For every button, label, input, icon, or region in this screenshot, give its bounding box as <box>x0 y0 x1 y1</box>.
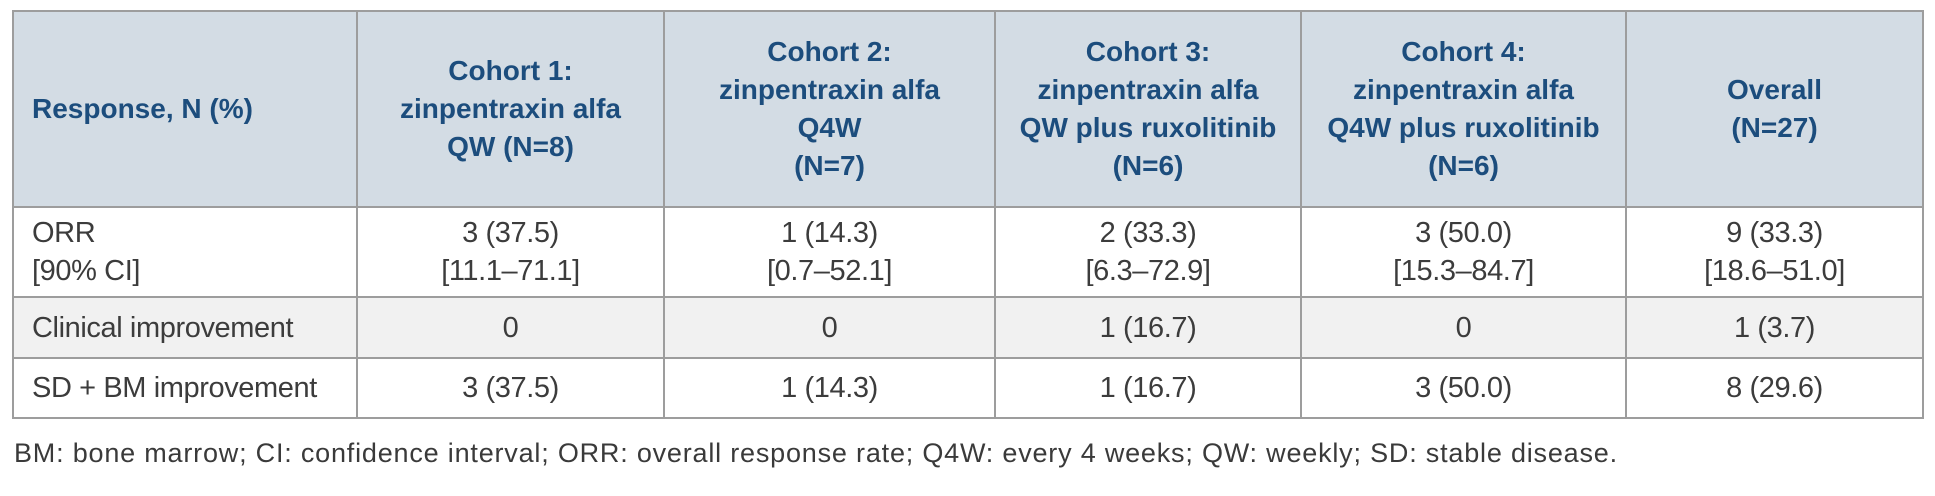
cell-sd-cohort2: 1 (14.3) <box>663 357 996 419</box>
response-results-table: Response, N (%) Cohort 1: zinpentraxin a… <box>12 10 1924 419</box>
cell-sd-cohort4: 3 (50.0) <box>1300 357 1627 419</box>
cell-ci-cohort2: 0 <box>663 296 996 359</box>
column-header-overall: Overall (N=27) <box>1625 10 1924 208</box>
cell-ci-cohort3: 1 (16.7) <box>994 296 1302 359</box>
cell-ci-cohort1: 0 <box>356 296 665 359</box>
table-header-row: Response, N (%) Cohort 1: zinpentraxin a… <box>12 10 1924 208</box>
cell-ci-overall: 1 (3.7) <box>1625 296 1924 359</box>
table-row-clinical-improvement: Clinical improvement 0 0 1 (16.7) 0 1 (3… <box>12 296 1924 359</box>
table-row-orr: ORR [90% CI] 3 (37.5) [11.1–71.1] 1 (14.… <box>12 206 1924 298</box>
column-header-cohort2: Cohort 2: zinpentraxin alfa Q4W (N=7) <box>663 10 996 208</box>
cell-orr-cohort4: 3 (50.0) [15.3–84.7] <box>1300 206 1627 298</box>
cell-sd-cohort1: 3 (37.5) <box>356 357 665 419</box>
cell-orr-cohort2: 1 (14.3) [0.7–52.1] <box>663 206 996 298</box>
cell-orr-cohort3: 2 (33.3) [6.3–72.9] <box>994 206 1302 298</box>
column-header-cohort3: Cohort 3: zinpentraxin alfa QW plus ruxo… <box>994 10 1302 208</box>
column-header-response: Response, N (%) <box>12 10 358 208</box>
cell-sd-overall: 8 (29.6) <box>1625 357 1924 419</box>
column-header-cohort4: Cohort 4: zinpentraxin alfa Q4W plus rux… <box>1300 10 1627 208</box>
cell-orr-cohort1: 3 (37.5) [11.1–71.1] <box>356 206 665 298</box>
row-label-orr: ORR [90% CI] <box>12 206 358 298</box>
column-header-cohort1: Cohort 1: zinpentraxin alfa QW (N=8) <box>356 10 665 208</box>
cell-orr-overall: 9 (33.3) [18.6–51.0] <box>1625 206 1924 298</box>
cell-ci-cohort4: 0 <box>1300 296 1627 359</box>
row-label-sd-bm-improvement: SD + BM improvement <box>12 357 358 419</box>
cell-sd-cohort3: 1 (16.7) <box>994 357 1302 419</box>
table-row-sd-bm-improvement: SD + BM improvement 3 (37.5) 1 (14.3) 1 … <box>12 357 1924 419</box>
abbreviations-footnote: BM: bone marrow; CI: confidence interval… <box>14 438 1618 468</box>
row-label-clinical-improvement: Clinical improvement <box>12 296 358 359</box>
